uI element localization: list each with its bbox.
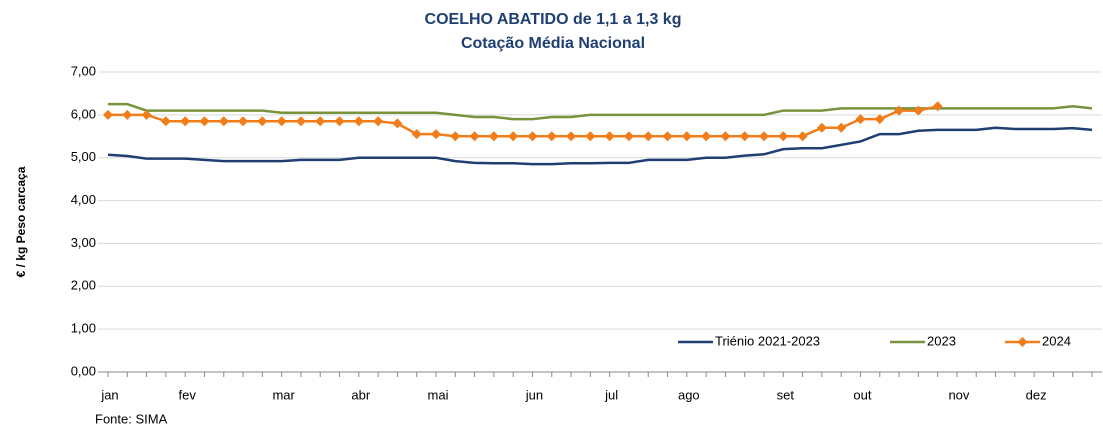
x-tick-label: set (777, 387, 795, 402)
point-marker (353, 116, 364, 127)
legend-label: 2023 (927, 333, 956, 348)
point-marker (855, 114, 866, 125)
point-marker (180, 116, 191, 127)
point-marker (122, 109, 133, 120)
point-marker (932, 101, 943, 112)
point-marker (508, 131, 519, 142)
point-marker (276, 116, 287, 127)
point-marker (836, 122, 847, 133)
x-tick-label: fev (179, 387, 197, 402)
point-marker (720, 131, 731, 142)
point-marker (315, 116, 326, 127)
series-line (107, 126, 1093, 166)
point-marker (160, 116, 171, 127)
y-tick-label: 7,00 (71, 63, 96, 78)
x-tick-label: dez (1026, 387, 1047, 402)
point-marker (778, 131, 789, 142)
chart-subtitle: Cotação Média Nacional (461, 35, 645, 52)
x-tick-label: jun (525, 387, 543, 402)
x-tick-label: abr (351, 387, 370, 402)
point-marker (199, 116, 210, 127)
point-marker (759, 131, 769, 142)
point-marker (546, 131, 557, 142)
y-tick-label: 0,00 (71, 363, 96, 378)
point-marker (874, 114, 885, 125)
point-marker (643, 131, 654, 142)
point-marker (431, 129, 441, 140)
x-tick-label: ago (678, 387, 700, 402)
point-marker (662, 131, 673, 142)
point-marker (797, 131, 808, 142)
point-marker (566, 131, 577, 142)
point-marker (141, 109, 152, 120)
point-marker (894, 105, 905, 116)
x-tick-label: jul (604, 387, 618, 402)
point-marker (585, 131, 596, 142)
legend-label: Triénio 2021-2023 (715, 333, 820, 348)
point-marker (257, 116, 268, 127)
point-marker (218, 116, 229, 127)
y-tick-label: 2,00 (71, 278, 96, 293)
y-tick-label: 6,00 (71, 106, 96, 121)
point-marker (623, 131, 634, 142)
point-marker (913, 105, 924, 116)
x-tick-label: nov (948, 387, 969, 402)
y-axis-label: € / kg Peso carcaça (14, 166, 28, 277)
y-tick-label: 3,00 (71, 235, 96, 250)
y-tick-label: 5,00 (71, 149, 96, 164)
legend-label: 2024 (1042, 333, 1071, 348)
y-tick-label: 1,00 (71, 321, 96, 336)
point-marker (238, 116, 249, 127)
point-marker (469, 131, 480, 142)
point-marker (295, 116, 306, 127)
legend-marker (1017, 337, 1028, 347)
x-tick-label: mai (428, 387, 449, 402)
x-tick-label: mar (272, 387, 295, 402)
x-tick-label: out (853, 387, 871, 402)
point-marker (392, 118, 403, 129)
point-marker (373, 116, 384, 127)
point-marker (681, 131, 692, 142)
y-tick-label: 4,00 (71, 192, 96, 207)
chart-title: COELHO ABATIDO de 1,1 a 1,3 kg (425, 11, 682, 28)
point-marker (103, 109, 113, 120)
point-marker (334, 116, 345, 127)
source: Fonte: SIMA (95, 411, 168, 426)
x-tick-label: jan (100, 387, 118, 402)
series-line (108, 102, 1093, 121)
point-marker (701, 131, 712, 142)
point-marker (411, 129, 422, 140)
point-marker (450, 131, 461, 142)
point-marker (527, 131, 538, 142)
point-marker (604, 131, 615, 142)
point-marker (816, 122, 827, 133)
point-marker (488, 131, 499, 142)
point-marker (739, 131, 750, 142)
